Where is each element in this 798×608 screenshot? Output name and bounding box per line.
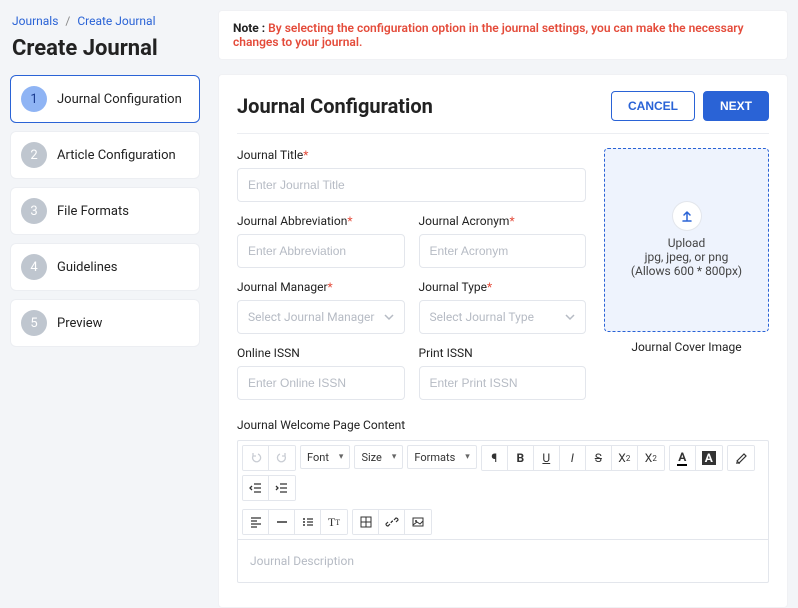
indent-button[interactable]	[269, 476, 295, 500]
cover-upload-dropzone[interactable]: Upload jpg, jpeg, or png (Allows 600 * 8…	[604, 148, 769, 332]
text-format-button[interactable]: TT	[321, 510, 347, 534]
step-guidelines[interactable]: 4 Guidelines	[10, 243, 200, 291]
step-number: 4	[21, 254, 47, 280]
upload-line2: (Allows 600 * 800px)	[631, 264, 742, 278]
upload-icon	[673, 202, 701, 230]
list-button[interactable]	[295, 510, 321, 534]
online-issn-label: Online ISSN	[237, 346, 405, 360]
note-label: Note :	[233, 21, 268, 35]
chevron-down-icon: ▾	[339, 452, 344, 462]
journal-acronym-input[interactable]	[419, 234, 587, 268]
upload-line1: jpg, jpeg, or png	[645, 250, 729, 264]
hr-button[interactable]	[269, 510, 295, 534]
step-preview[interactable]: 5 Preview	[10, 299, 200, 347]
editor-toolbar: Font▾ Size▾ Formats▾ ¶ B U I S X2 X2 A	[238, 441, 768, 540]
table-button[interactable]	[353, 510, 379, 534]
paragraph-button[interactable]: ¶	[482, 446, 508, 470]
panel-heading: Journal Configuration	[237, 94, 433, 118]
align-button[interactable]	[243, 510, 269, 534]
redo-button[interactable]	[269, 446, 295, 470]
config-panel: Journal Configuration CANCEL NEXT Journa…	[218, 74, 788, 608]
welcome-content-label: Journal Welcome Page Content	[237, 418, 769, 432]
journal-type-label: Journal Type*	[419, 280, 587, 294]
upload-caption: Journal Cover Image	[604, 340, 769, 354]
step-label: File Formats	[57, 204, 129, 219]
size-select[interactable]: Size▾	[354, 445, 403, 469]
step-label: Preview	[57, 316, 102, 331]
step-number: 2	[21, 142, 47, 168]
journal-abbrev-label: Journal Abbreviation*	[237, 214, 405, 228]
strikethrough-button[interactable]: S	[586, 446, 612, 470]
underline-button[interactable]: U	[534, 446, 560, 470]
upload-title: Upload	[668, 236, 706, 250]
chevron-down-icon	[384, 312, 394, 322]
step-number: 3	[21, 198, 47, 224]
next-button[interactable]: NEXT	[703, 91, 769, 121]
step-label: Article Configuration	[57, 148, 176, 163]
chevron-down-icon: ▾	[392, 452, 397, 462]
breadcrumb-root[interactable]: Journals	[12, 14, 58, 28]
rich-text-editor: Font▾ Size▾ Formats▾ ¶ B U I S X2 X2 A	[237, 440, 769, 583]
journal-manager-label: Journal Manager*	[237, 280, 405, 294]
breadcrumb-sep: /	[65, 14, 70, 28]
page-title: Create Journal	[12, 36, 200, 61]
print-issn-input[interactable]	[419, 366, 587, 400]
italic-button[interactable]: I	[560, 446, 586, 470]
text-color-button[interactable]: A	[670, 446, 696, 470]
select-placeholder: Select Journal Type	[430, 310, 534, 324]
step-file-formats[interactable]: 3 File Formats	[10, 187, 200, 235]
editor-body[interactable]: Journal Description	[238, 540, 768, 582]
step-article-configuration[interactable]: 2 Article Configuration	[10, 131, 200, 179]
chevron-down-icon	[565, 312, 575, 322]
step-label: Guidelines	[57, 260, 118, 275]
journal-acronym-label: Journal Acronym*	[419, 214, 587, 228]
breadcrumb-current[interactable]: Create Journal	[77, 14, 155, 28]
cancel-button[interactable]: CANCEL	[611, 91, 695, 121]
formats-select[interactable]: Formats▾	[407, 445, 476, 469]
journal-type-select[interactable]: Select Journal Type	[419, 300, 587, 334]
undo-button[interactable]	[243, 446, 269, 470]
link-button[interactable]	[379, 510, 405, 534]
clear-format-button[interactable]	[728, 446, 754, 470]
step-number: 1	[21, 86, 47, 112]
outdent-button[interactable]	[243, 476, 269, 500]
step-number: 5	[21, 310, 47, 336]
breadcrumb: Journals / Create Journal	[12, 14, 200, 28]
superscript-button[interactable]: X2	[638, 446, 664, 470]
online-issn-input[interactable]	[237, 366, 405, 400]
subscript-button[interactable]: X2	[612, 446, 638, 470]
journal-title-label: Journal Title*	[237, 148, 586, 162]
image-button[interactable]	[405, 510, 431, 534]
note-bar: Note : By selecting the configuration op…	[218, 10, 788, 60]
bold-button[interactable]: B	[508, 446, 534, 470]
bg-color-button[interactable]: A	[696, 446, 722, 470]
note-message: By selecting the configuration option in…	[233, 21, 744, 49]
journal-abbrev-input[interactable]	[237, 234, 405, 268]
journal-title-input[interactable]	[237, 168, 586, 202]
wizard-steps: 1 Journal Configuration 2 Article Config…	[10, 75, 200, 347]
print-issn-label: Print ISSN	[419, 346, 587, 360]
chevron-down-icon: ▾	[465, 452, 470, 462]
journal-manager-select[interactable]: Select Journal Manager	[237, 300, 405, 334]
step-label: Journal Configuration	[57, 92, 182, 107]
select-placeholder: Select Journal Manager	[248, 310, 374, 324]
font-select[interactable]: Font▾	[300, 445, 350, 469]
step-journal-configuration[interactable]: 1 Journal Configuration	[10, 75, 200, 123]
